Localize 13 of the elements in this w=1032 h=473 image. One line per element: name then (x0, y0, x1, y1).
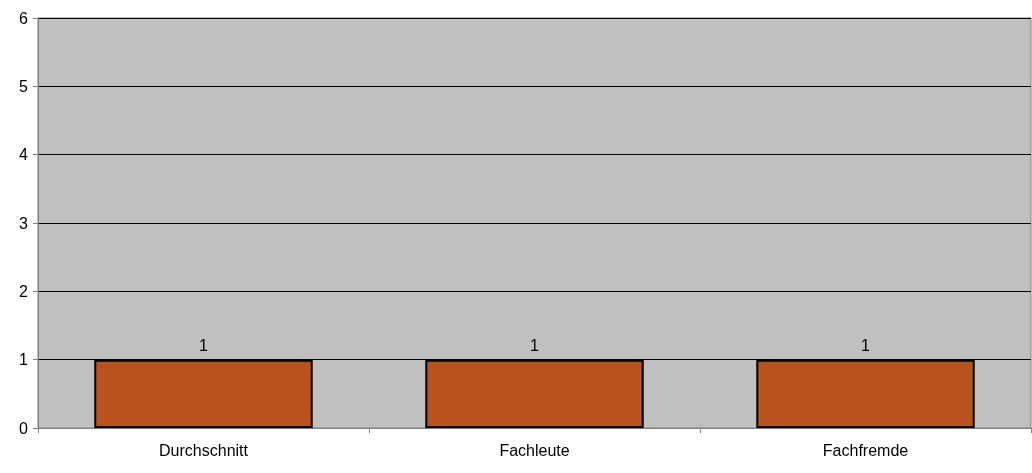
x-tick-label: Fachfremde (822, 441, 909, 459)
y-tick-label: 6 (19, 9, 29, 27)
y-tick-label: 4 (19, 146, 29, 164)
data-label: 1 (530, 337, 540, 355)
y-tick-label: 0 (19, 419, 29, 437)
y-tick-label: 5 (19, 77, 29, 95)
y-tick-label: 3 (19, 214, 29, 232)
y-tick-label: 1 (19, 351, 29, 369)
x-tick-label: Durchschnitt (159, 441, 249, 459)
data-label: 1 (861, 337, 871, 355)
data-label: 1 (199, 337, 209, 355)
y-tick-label: 2 (19, 282, 29, 300)
x-tick-label: Fachleute (499, 441, 570, 459)
